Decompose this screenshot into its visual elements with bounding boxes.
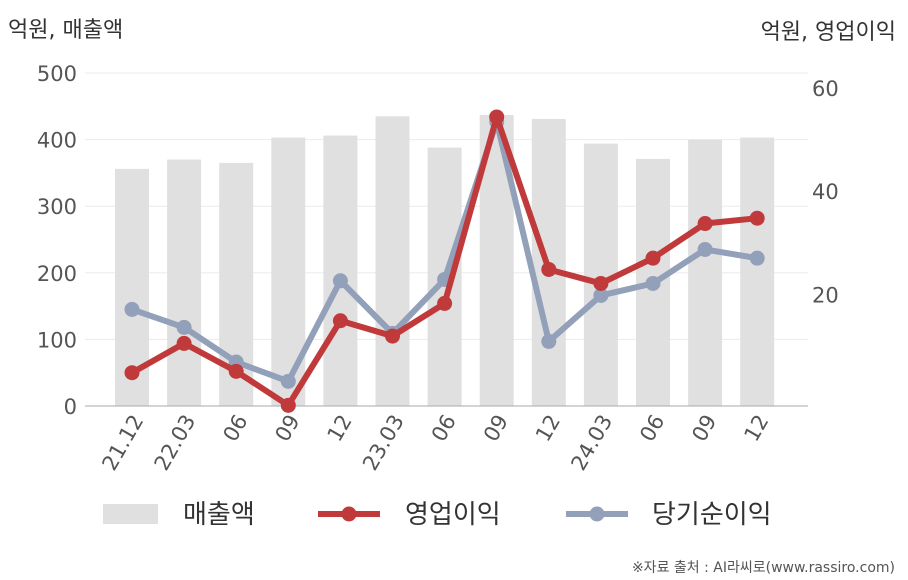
series-point	[593, 275, 609, 291]
legend-marker	[589, 506, 605, 522]
series-point	[437, 295, 453, 311]
x-tick-label: 23.03	[358, 411, 409, 475]
bar	[323, 135, 358, 406]
source-note: ※자료 출처 : AI라씨로(www.rassiro.com)	[632, 560, 895, 576]
x-tick-label: 06	[427, 411, 461, 446]
x-tick-label: 09	[479, 411, 513, 446]
series-point	[124, 365, 140, 381]
right-tick-label: 60	[812, 77, 839, 101]
series-point	[176, 335, 192, 351]
series-point	[332, 313, 348, 329]
x-tick-label: 09	[687, 411, 721, 446]
x-tick-label: 06	[218, 411, 252, 446]
x-tick-label: 06	[635, 411, 669, 446]
series-point	[124, 301, 140, 317]
bar	[688, 139, 723, 406]
series-point	[593, 287, 609, 303]
left-tick-label: 500	[37, 62, 77, 86]
series-point	[228, 363, 244, 379]
series-point	[176, 319, 192, 335]
right-tick-label: 20	[812, 283, 839, 307]
x-tick-label: 12	[739, 411, 773, 446]
right-tick-label: 40	[812, 180, 839, 204]
legend-label: 매출액	[183, 500, 255, 530]
legend: 매출액 영업이익 당기순이익	[103, 500, 772, 530]
x-tick-label: 09	[270, 411, 304, 446]
legend-label: 당기순이익	[652, 500, 772, 530]
left-tick-label: 200	[37, 262, 77, 286]
line-series	[124, 109, 765, 413]
series-point	[280, 397, 296, 413]
left-tick-label: 0	[64, 395, 77, 419]
x-tick-label: 22.03	[150, 411, 201, 475]
legend-swatch	[103, 504, 158, 524]
left-axis-unit: 억원, 매출액	[8, 18, 123, 43]
bar	[740, 137, 775, 407]
series-point	[280, 373, 296, 389]
left-axis-ticks: 0 100 200 300 400 500	[37, 62, 77, 419]
series-point	[749, 250, 765, 266]
x-tick-label: 12	[323, 411, 357, 446]
left-tick-label: 300	[37, 195, 77, 219]
legend-marker	[341, 506, 357, 522]
series-point	[332, 273, 348, 289]
bar	[271, 137, 306, 407]
series-point	[697, 216, 713, 232]
x-tick-label: 21.12	[97, 411, 148, 475]
series-point	[489, 109, 505, 125]
x-axis-ticks: 21.12 22.03 06 09 12 23.03 06 09 12 24.03 06 09 12	[97, 411, 773, 475]
series-point	[541, 333, 557, 349]
x-tick-label: 24.03	[566, 411, 617, 475]
series-point	[541, 261, 557, 277]
series-point	[645, 250, 661, 266]
bar	[375, 116, 410, 406]
right-axis-unit: 억원, 영업이익	[761, 20, 896, 45]
series-point	[385, 328, 400, 344]
x-tick-label: 12	[531, 411, 565, 446]
legend-label: 영업이익	[405, 500, 501, 530]
series-point	[645, 275, 661, 291]
bar	[167, 159, 202, 406]
series-point	[697, 241, 713, 257]
left-tick-label: 100	[37, 328, 77, 352]
right-axis-ticks: 20 40 60	[812, 77, 839, 308]
left-tick-label: 400	[37, 129, 77, 153]
series-point	[749, 210, 765, 226]
